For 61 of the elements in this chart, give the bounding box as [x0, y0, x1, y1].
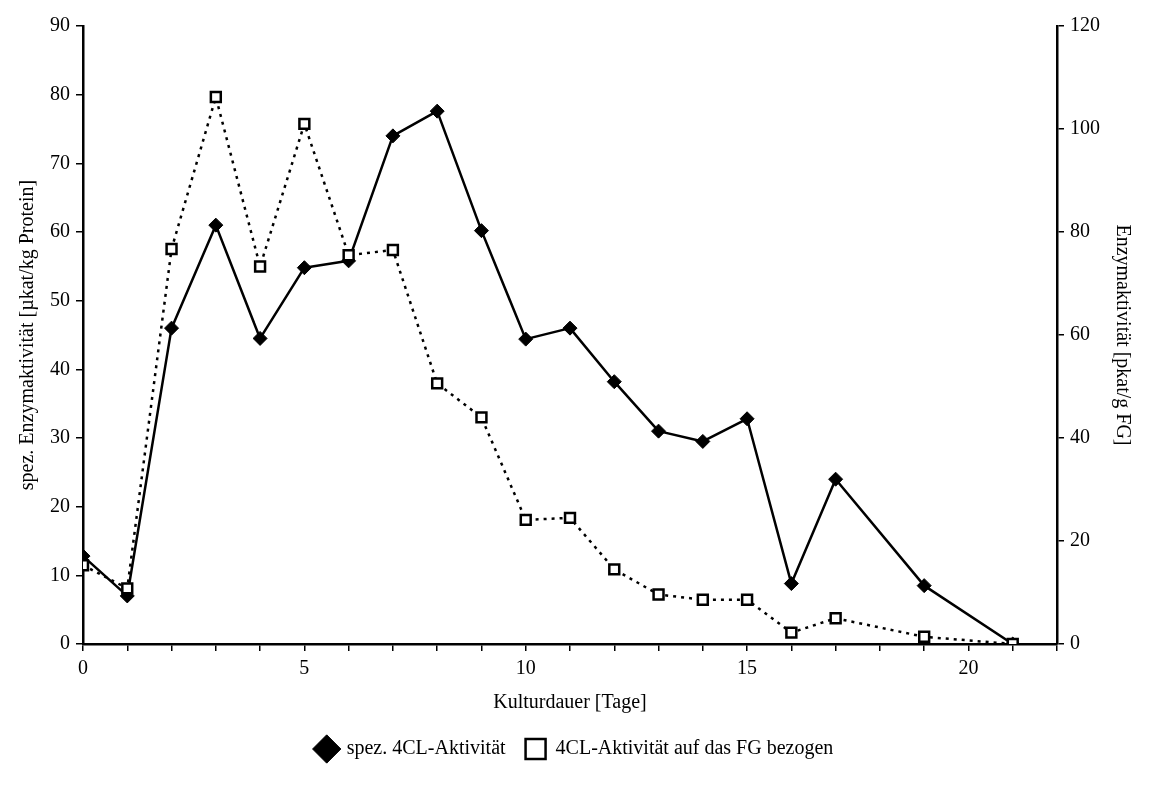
point — [296, 260, 312, 276]
y-tick-label: 70 — [50, 150, 70, 173]
point — [165, 242, 178, 256]
point — [695, 433, 711, 449]
x-tick-label: 5 — [299, 656, 310, 679]
point — [519, 513, 532, 527]
point — [740, 593, 754, 606]
x-tick-label: 15 — [737, 656, 758, 679]
y-tick-label: 90 — [50, 13, 70, 36]
point — [785, 626, 798, 639]
point — [562, 320, 578, 336]
point — [518, 331, 534, 347]
point — [429, 103, 445, 119]
point — [783, 576, 799, 592]
y-tick-label: 30 — [50, 425, 70, 448]
point — [652, 588, 665, 601]
y2-axis-title: Enzymaktivität [pkat/g FG] — [1111, 224, 1135, 446]
legend-label: 4CL-Aktivität auf das FG bezogen — [555, 736, 834, 760]
y-tick-label: 0 — [60, 631, 70, 654]
point — [386, 243, 400, 257]
point — [828, 471, 844, 487]
x-axis-title: Kulturdauer [Tage] — [493, 690, 647, 714]
x-tick-label: 10 — [515, 656, 536, 679]
y-axis-title: spez. Enzymaktivität [µkat/kg Protein] — [15, 179, 39, 491]
point — [252, 330, 268, 346]
point — [563, 511, 577, 525]
point — [739, 411, 755, 427]
x-tick-label: 20 — [958, 656, 979, 679]
y2-tick-label: 40 — [1070, 425, 1090, 448]
point — [430, 377, 444, 390]
y2-tick-label: 60 — [1070, 322, 1090, 345]
point — [385, 128, 401, 144]
point — [606, 374, 622, 390]
point — [209, 90, 223, 104]
point — [208, 217, 224, 233]
point — [342, 248, 355, 262]
y-tick-label: 10 — [50, 562, 70, 585]
y2-tick-label: 20 — [1070, 528, 1090, 551]
y-tick-label: 80 — [50, 81, 70, 104]
point — [696, 593, 710, 606]
point — [298, 117, 311, 131]
y2-tick-label: 120 — [1070, 13, 1100, 36]
y2-tick-label: 0 — [1070, 631, 1080, 654]
point — [121, 582, 134, 595]
y-tick-label: 40 — [50, 356, 70, 379]
x-tick-label: 0 — [78, 656, 88, 679]
point — [829, 612, 842, 625]
point — [475, 411, 488, 424]
point — [253, 260, 267, 273]
point — [164, 320, 180, 336]
point — [473, 223, 489, 239]
y-tick-label: 50 — [50, 287, 70, 310]
y-tick-label: 20 — [50, 493, 70, 516]
y-tick-label: 60 — [50, 219, 70, 242]
point — [608, 563, 621, 576]
point — [917, 630, 931, 643]
y2-tick-label: 80 — [1070, 219, 1090, 242]
point — [651, 423, 667, 439]
legend-label: spez. 4CL-Aktivität — [346, 736, 507, 760]
point — [916, 578, 932, 594]
y2-tick-label: 100 — [1070, 116, 1100, 139]
